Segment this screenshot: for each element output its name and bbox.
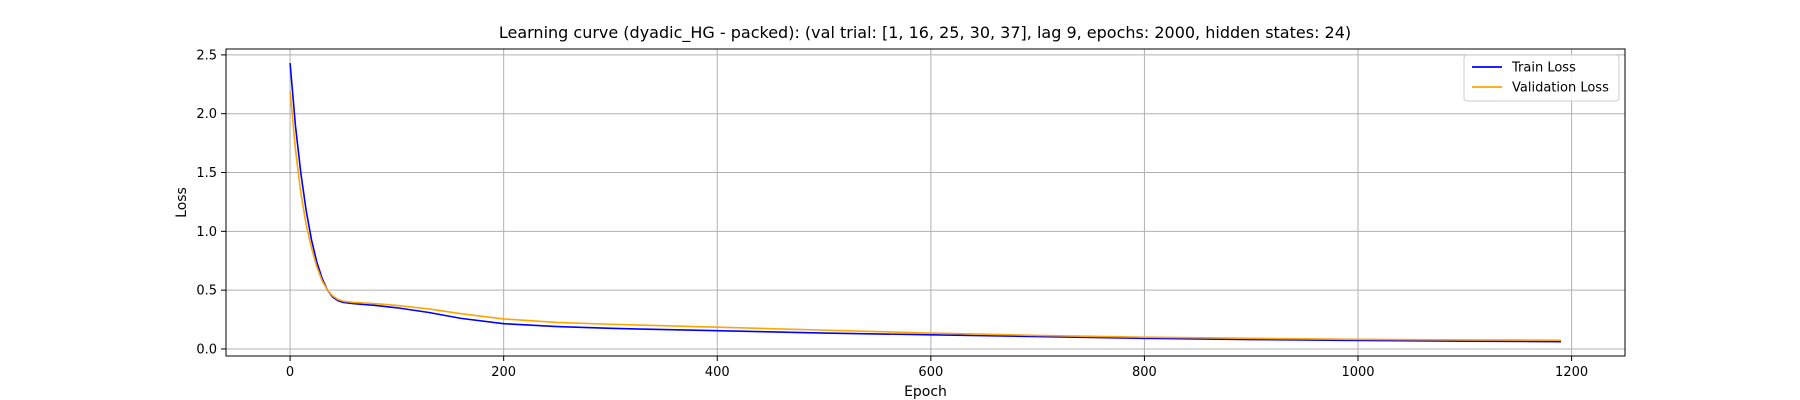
x-tick-label: 600 — [918, 365, 943, 380]
plot-area-frame — [225, 48, 1626, 357]
y-axis-title: Loss — [174, 187, 190, 218]
x-axis-title: Epoch — [904, 384, 947, 400]
x-tick-label: 800 — [1132, 365, 1157, 380]
x-tick-label: 0 — [286, 365, 294, 380]
legend-label: Validation Loss — [1512, 81, 1609, 96]
legend-box — [1463, 54, 1620, 102]
y-tick-label: 0.5 — [196, 284, 217, 299]
y-tick-label: 0.0 — [196, 342, 217, 357]
y-tick-label: 2.5 — [196, 48, 217, 63]
series-line-validation-loss — [289, 91, 1561, 342]
y-tick-label: 1.0 — [196, 225, 217, 240]
legend: Train Loss Validation Loss — [1463, 54, 1620, 102]
y-tick-label: 2.0 — [196, 107, 217, 122]
y-tick-label: 1.5 — [196, 166, 217, 181]
legend-items: Train Loss Validation Loss — [1472, 61, 1609, 96]
grid-lines — [226, 49, 1625, 356]
chart-title: Learning curve (dyadic_HG - packed): (va… — [499, 23, 1351, 43]
series-lines — [289, 63, 1561, 343]
x-tick-label: 400 — [705, 365, 730, 380]
x-tick-label: 1200 — [1555, 365, 1588, 380]
legend-label: Train Loss — [1511, 61, 1576, 76]
axis-ticks: 0 200 400 600 800 1000 1200 0.0 0.5 1.0 1.5 2.0 2.5 — [196, 48, 1588, 380]
x-tick-label: 1000 — [1341, 365, 1374, 380]
x-tick-label: 200 — [491, 365, 516, 380]
series-line-train-loss — [289, 63, 1561, 343]
